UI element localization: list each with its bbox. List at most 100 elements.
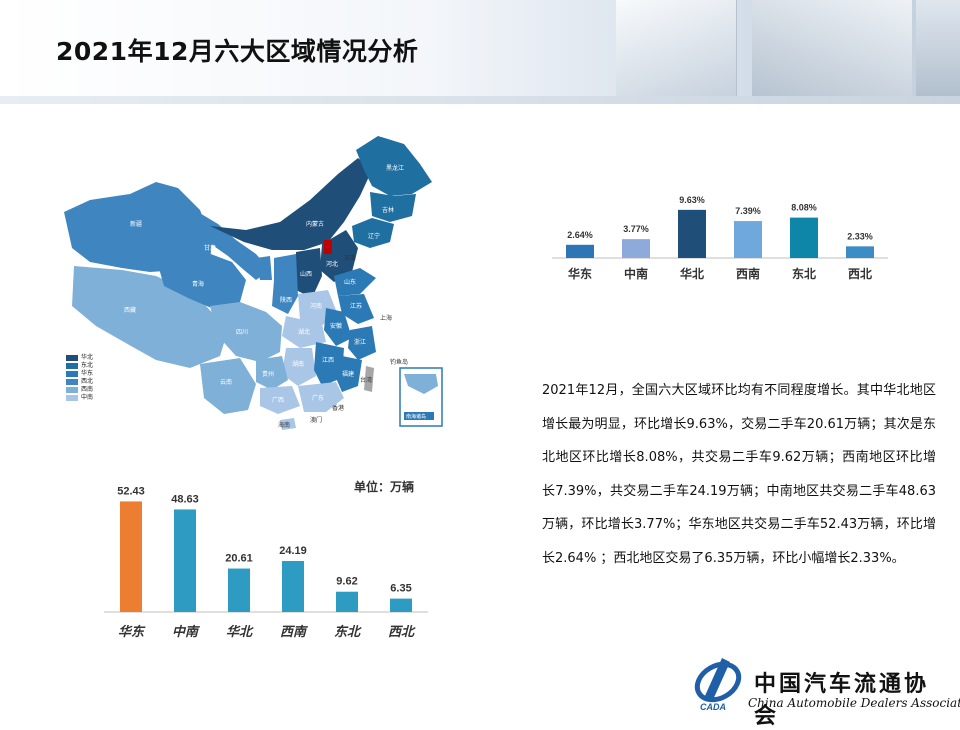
bar-华东: [120, 501, 142, 612]
map-label-shanxi: 山西: [300, 270, 312, 278]
value-label-华北: 9.63%: [679, 195, 705, 205]
cada-emblem-icon: CADA: [694, 658, 742, 712]
map-label-taiwan: 台湾: [360, 376, 372, 384]
region-fujian: [336, 356, 362, 392]
map-label-hainan: 海南: [278, 421, 290, 429]
region-hainan: [280, 418, 296, 430]
analysis-paragraph: 2021年12月，全国六大区域环比均有不同程度增长。其中华北地区增长最为明显，环…: [542, 383, 936, 566]
page-title: 2021年12月六大区域情况分析: [56, 37, 419, 66]
map-label-jiangsu: 江苏: [350, 302, 362, 310]
cada-logo: CADA 中国汽车流通协会 China Automobile Dealers A…: [692, 652, 960, 729]
category-label-东北: 东北: [334, 624, 362, 639]
category-label-华北: 华北: [680, 266, 704, 281]
map-label-henan: 河南: [310, 302, 322, 310]
region-neimenggu: [210, 158, 372, 250]
map-label-tianjin: 天津: [344, 255, 356, 262]
legend-label: 东北: [81, 362, 94, 369]
bar-东北: [790, 217, 818, 258]
value-label-华东: 52.43: [117, 485, 145, 497]
map-label-neimenggu: 内蒙古: [306, 220, 324, 228]
map-label-xinjiang: 新疆: [130, 220, 142, 228]
legend-item: 华东: [66, 370, 93, 378]
region-anhui: [324, 308, 352, 346]
map-label-liaoning: 辽宁: [368, 232, 380, 240]
value-label-西南: 24.19: [279, 545, 307, 557]
logo-en-name: China Automobile Dealers Association: [748, 696, 960, 710]
legend-swatch: [66, 355, 78, 361]
region-taiwan: [364, 366, 374, 392]
map-label-diaoyudao: 钓鱼岛: [390, 358, 408, 366]
legend-item: 西北: [66, 378, 93, 386]
legend-item: 华北: [66, 354, 93, 362]
decor-cube: [616, 0, 737, 98]
map-label-shandong: 山东: [344, 278, 356, 286]
value-label-东北: 8.08%: [791, 203, 817, 213]
map-label-gansu: 甘肃: [204, 244, 216, 252]
map-label-qinghai: 青海: [192, 280, 204, 288]
region-jiangxi: [314, 342, 344, 386]
legend-item: 西南: [66, 386, 93, 394]
region-guangdong: [298, 382, 344, 412]
cada-mark: CADA: [700, 702, 726, 712]
bar-中南: [622, 239, 650, 258]
map-label-hubei: 湖北: [298, 328, 310, 336]
bar-西北: [390, 598, 412, 612]
bar-西北: [846, 246, 874, 258]
region-xizang: [72, 266, 228, 368]
map-label-zhejiang: 浙江: [354, 338, 366, 346]
map-label-heilongjiang: 黑龙江: [386, 164, 404, 172]
map-label-guangxi: 广西: [272, 396, 284, 404]
map-legend: 华北 东北 华东 西北 西南 中南: [66, 354, 93, 402]
map-label-jilin: 吉林: [382, 206, 394, 214]
value-label-华东: 2.64%: [567, 230, 593, 240]
bar-中南: [174, 509, 196, 612]
unit-label: 单位：万辆: [354, 480, 415, 494]
bar-华北: [228, 568, 250, 612]
region-hunan: [282, 348, 316, 386]
value-label-华北: 20.61: [225, 553, 253, 565]
header-band: [0, 96, 960, 104]
region-guangxi: [260, 386, 300, 414]
decor-cube: [752, 0, 912, 104]
map-label-sichuan: 四川: [236, 329, 248, 336]
value-label-西北: 2.33%: [847, 231, 873, 241]
region-liaoning: [352, 218, 394, 248]
map-label-shanghai: 上海: [380, 314, 392, 322]
category-label-西南: 西南: [280, 624, 308, 639]
legend-label: 西北: [81, 378, 94, 385]
legend-swatch: [66, 387, 78, 393]
category-label-中南: 中南: [624, 266, 648, 281]
map-label-xizang: 西藏: [124, 306, 136, 314]
value-label-东北: 9.62: [336, 576, 357, 588]
category-label-华东: 华东: [568, 266, 592, 281]
category-label-西北: 西北: [388, 624, 416, 639]
logo-cn-name: 中国汽车流通协会: [754, 671, 930, 729]
nanhai-coast: [404, 374, 438, 394]
legend-swatch: [66, 371, 78, 377]
region-beijing: [324, 240, 332, 254]
bar-华东: [566, 244, 594, 258]
legend-item: 中南: [66, 394, 93, 402]
region-ningxia: [256, 256, 272, 280]
region-shaanxi: [272, 254, 298, 314]
map-label-aomen: 澳门: [310, 416, 322, 424]
category-label-华北: 华北: [226, 624, 254, 639]
region-jilin: [370, 192, 416, 222]
map-label-fujian: 福建: [342, 370, 354, 378]
category-label-中南: 中南: [172, 624, 200, 639]
region-hubei: [282, 316, 326, 348]
category-label-西南: 西南: [736, 266, 760, 281]
map-label-anhui: 安徽: [330, 322, 342, 330]
category-label-华东: 华东: [118, 624, 146, 639]
region-shandong: [334, 268, 376, 296]
map-label-hunan: 湖南: [292, 360, 304, 368]
category-label-东北: 东北: [792, 266, 816, 281]
map-label-nanhai: 南海诸岛: [406, 413, 426, 420]
region-sichuan: [210, 302, 282, 362]
decor-cube: [916, 0, 960, 104]
region-qinghai: [156, 250, 246, 310]
region-shanxi: [296, 248, 322, 298]
region-zhejiang: [348, 326, 376, 360]
growth-rate-bar-chart: 2.64% 华东 3.77% 中南 9.63% 华北 7.39% 西南 8.08% 东北 2.33%…: [552, 195, 888, 281]
map-label-hebei: 河北: [326, 260, 338, 268]
